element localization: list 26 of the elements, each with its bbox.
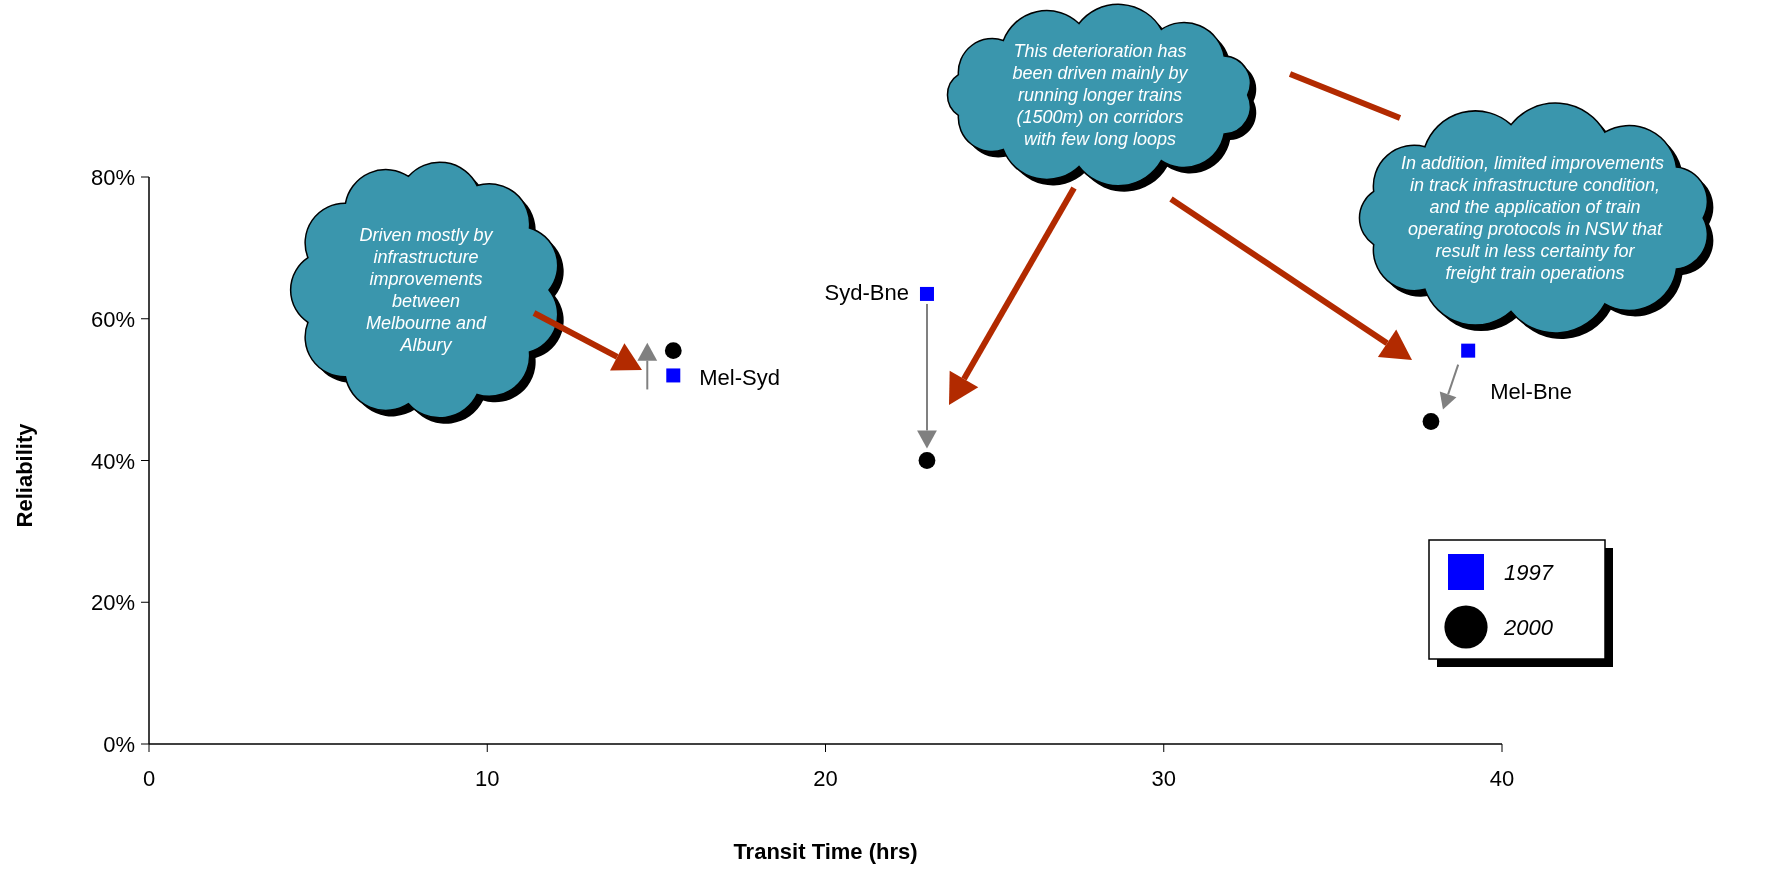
annotation: In addition, limited improvements in track infrastructure condition, and the application of train operating protocols in NSW that result in less certainty for freight train operations bbox=[1400, 153, 1670, 283]
text: This deterioration has been driven mainly by running longer trains (1500m) on corridors with few long loops bbox=[1012, 41, 1189, 149]
annotation: Driven mostly by infrastructure improvements between Melbourne and Albury bbox=[359, 225, 494, 355]
legend-label: 2000 bbox=[1503, 615, 1554, 640]
x-tick-label: 20 bbox=[813, 766, 838, 791]
y-tick-label: 0% bbox=[103, 732, 135, 757]
point bbox=[666, 368, 681, 383]
annotation: Mel-Syd bbox=[699, 365, 780, 391]
point bbox=[1461, 343, 1476, 358]
x-tick-label: 30 bbox=[1151, 766, 1176, 791]
x-tick-label: 40 bbox=[1489, 766, 1515, 791]
y-tick-label: 80% bbox=[90, 165, 135, 190]
y-tick-label: 40% bbox=[90, 448, 135, 474]
y-tick-label: 60% bbox=[90, 306, 135, 332]
annotation: Syd-Bne bbox=[824, 279, 909, 305]
point bbox=[1422, 413, 1440, 430]
point bbox=[918, 452, 936, 469]
x-axis-title: Transit Time (hrs) bbox=[733, 839, 918, 864]
y-tick-label: 20% bbox=[90, 590, 135, 616]
x-tick-label: 0 bbox=[142, 766, 156, 791]
legend-label: 1997 bbox=[1504, 560, 1554, 585]
x-tick-label: 10 bbox=[475, 766, 500, 791]
y-axis-title: Reliability bbox=[12, 422, 37, 528]
point bbox=[664, 342, 682, 360]
point bbox=[919, 286, 934, 301]
annotation: Mel-Bne bbox=[1490, 378, 1573, 404]
